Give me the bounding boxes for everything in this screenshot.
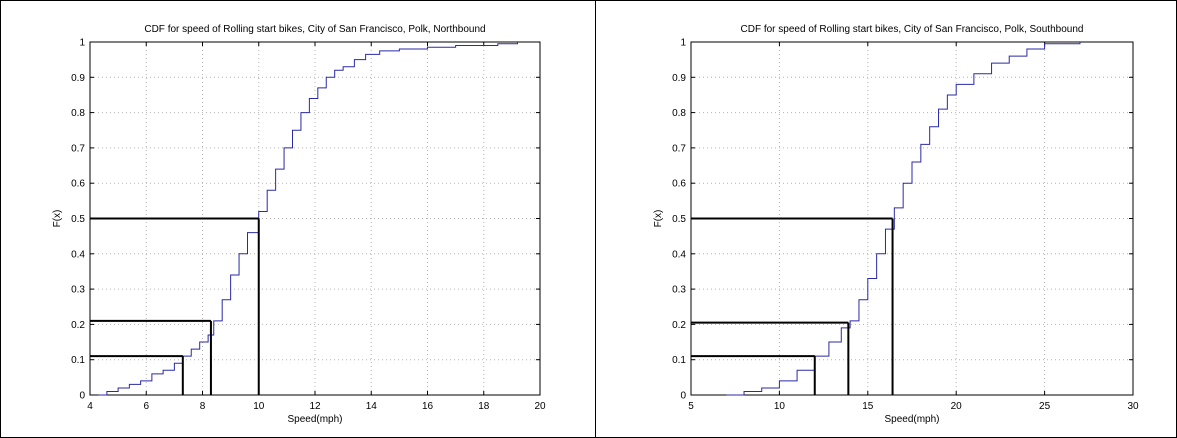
y-tick-label: 0.5 [71, 214, 85, 225]
x-axis-label: Speed(mph) [287, 414, 342, 425]
y-tick-label: 0.3 [672, 285, 686, 296]
cdf-chart-southbound: 5 10 15 20 25 30 0 0.1 0.2 0.3 0.4 0.5 0.6 0.7 0.8 0.9 1… [653, 24, 1139, 425]
cdf-series-line [726, 42, 1081, 396]
chart-title: CDF for speed of Rolling start bikes, Ci… [741, 24, 1084, 35]
x-axis-label: Speed(mph) [884, 414, 939, 425]
cdf-series-line [98, 42, 518, 396]
y-tick-label: 0.3 [71, 285, 85, 296]
x-tick-label: 15 [862, 401, 874, 412]
y-tick-label: 0.8 [71, 108, 85, 119]
chart-title: CDF for speed of Rolling start bikes, Ci… [144, 24, 485, 35]
y-tick-label: 0.7 [672, 143, 686, 154]
x-tick-label: 12 [309, 401, 321, 412]
y-tick-label: 1 [680, 38, 686, 49]
y-tick-label: 0.9 [672, 73, 686, 84]
y-tick-label: 0.2 [672, 320, 686, 331]
x-tick-label: 10 [774, 401, 786, 412]
y-tick-label: 0.1 [672, 355, 686, 366]
y-axis-label: F(x) [653, 210, 664, 228]
panel-divider [595, 0, 596, 438]
x-tick-label: 10 [253, 401, 265, 412]
y-tick-label: 0.7 [71, 143, 85, 154]
y-tick-label: 0.5 [672, 214, 686, 225]
y-tick-label: 0 [680, 391, 686, 402]
x-tick-label: 16 [422, 401, 434, 412]
y-tick-label: 0.8 [672, 108, 686, 119]
x-tick-label: 14 [366, 401, 378, 412]
y-tick-label: 0.1 [71, 355, 85, 366]
x-tick-label: 8 [200, 401, 206, 412]
x-tick-label: 20 [951, 401, 963, 412]
x-tick-label: 20 [534, 401, 546, 412]
y-axis-label: F(x) [52, 210, 63, 228]
y-tick-label: 0.4 [71, 249, 85, 260]
chart-panel-northbound: 4 6 8 10 12 14 16 18 20 0 0.1 0.2 0.3 0.4 0.5 0.6 0.7 0.8… [52, 24, 546, 425]
y-tick-label: 0.4 [672, 249, 686, 260]
y-tick-label: 0.6 [71, 179, 85, 190]
x-tick-label: 4 [87, 401, 93, 412]
x-tick-label: 5 [688, 401, 694, 412]
y-tick-label: 1 [79, 38, 85, 49]
chart-panel-southbound: 5 10 15 20 25 30 0 0.1 0.2 0.3 0.4 0.5 0.6 0.7 0.8 0.9 1… [596, 0, 1177, 438]
x-tick-label: 25 [1039, 401, 1051, 412]
x-tick-label: 30 [1127, 401, 1139, 412]
cdf-chart-northbound: 4 6 8 10 12 14 16 18 20 0 0.1 0.2 0.3 0.4 0.5 0.6 0.7 0.8… [52, 24, 546, 425]
y-tick-label: 0.9 [71, 73, 85, 84]
x-tick-label: 6 [143, 401, 149, 412]
y-tick-label: 0 [79, 391, 85, 402]
y-tick-label: 0.2 [71, 320, 85, 331]
x-tick-label: 18 [478, 401, 490, 412]
y-tick-label: 0.6 [672, 179, 686, 190]
